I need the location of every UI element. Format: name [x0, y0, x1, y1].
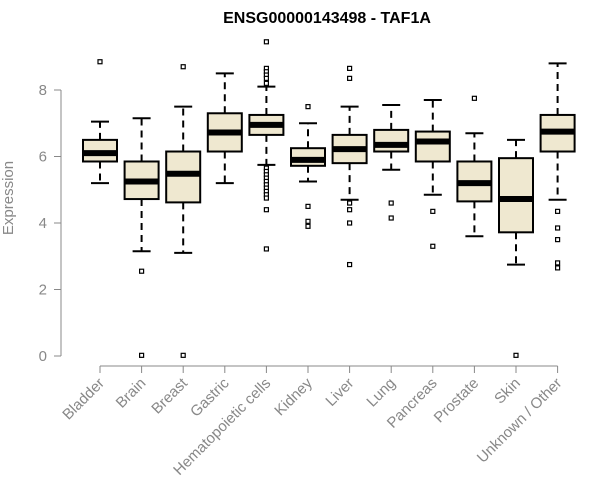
- x-tick-label: Prostate: [431, 375, 483, 427]
- boxes-group: [82, 39, 576, 358]
- y-tick-label: 2: [39, 282, 47, 299]
- box-bladder: [82, 59, 118, 185]
- outlier-point: [554, 225, 561, 231]
- box-breast: [165, 64, 202, 358]
- outlier-point: [347, 200, 353, 206]
- x-tick-label: Lung: [363, 375, 399, 411]
- y-tick-label: 4: [39, 215, 47, 232]
- outlier-point: [139, 352, 145, 358]
- outlier-point: [554, 237, 561, 243]
- outlier-point: [263, 207, 269, 213]
- outlier-point: [554, 260, 561, 266]
- y-axis: 0 2 4 6 8: [39, 82, 62, 365]
- box-pancreas: [414, 98, 451, 249]
- iqr-box: [165, 150, 202, 204]
- box-lung: [373, 103, 410, 221]
- outlier-point: [263, 80, 269, 86]
- box-brain: [123, 117, 160, 358]
- outlier-point: [554, 265, 561, 271]
- box-hematopoietic-cells: [248, 39, 285, 252]
- y-axis-label: Expression: [0, 161, 17, 235]
- outlier-point: [347, 75, 353, 81]
- x-tick-label: Breast: [148, 374, 191, 417]
- y-tick-label: 6: [39, 149, 47, 166]
- box-kidney: [290, 104, 326, 229]
- outlier-point: [305, 223, 311, 229]
- outlier-point: [263, 39, 269, 45]
- outlier-point: [139, 268, 145, 274]
- x-tick-label: Brain: [113, 375, 150, 412]
- outlier-point: [180, 64, 186, 70]
- box-unknown-other: [539, 62, 576, 271]
- x-tick-label: Liver: [322, 375, 357, 410]
- outlier-point: [554, 208, 561, 214]
- outlier-point: [305, 104, 311, 110]
- outlier-point: [305, 218, 311, 224]
- outlier-point: [97, 59, 103, 65]
- outlier-point: [180, 352, 186, 358]
- y-tick-label: 0: [39, 348, 47, 365]
- outlier-point: [347, 207, 353, 213]
- iqr-box: [414, 130, 451, 163]
- outlier-point: [388, 200, 394, 206]
- outlier-point: [347, 65, 353, 71]
- outlier-point: [430, 208, 436, 214]
- y-tick-label: 8: [39, 82, 47, 99]
- iqr-box: [498, 157, 534, 234]
- x-tick-label: Bladder: [59, 375, 108, 424]
- chart-title: ENSG00000143498 - TAF1A: [223, 10, 431, 27]
- x-tick-label: Skin: [491, 375, 524, 408]
- box-prostate: [456, 95, 493, 238]
- box-liver: [331, 65, 368, 268]
- outlier-point: [471, 95, 477, 101]
- x-tick-label: Kidney: [271, 374, 316, 419]
- outlier-point: [347, 220, 353, 226]
- outlier-point: [263, 195, 269, 201]
- outlier-point: [430, 243, 436, 249]
- outlier-point: [263, 75, 269, 81]
- outlier-point: [263, 246, 269, 252]
- box-gastric: [206, 72, 243, 185]
- outlier-point: [388, 215, 394, 221]
- outlier-point: [305, 203, 311, 209]
- box-skin: [498, 138, 534, 358]
- outlier-point: [513, 352, 519, 358]
- outlier-point: [347, 261, 353, 268]
- iqr-box: [373, 128, 410, 153]
